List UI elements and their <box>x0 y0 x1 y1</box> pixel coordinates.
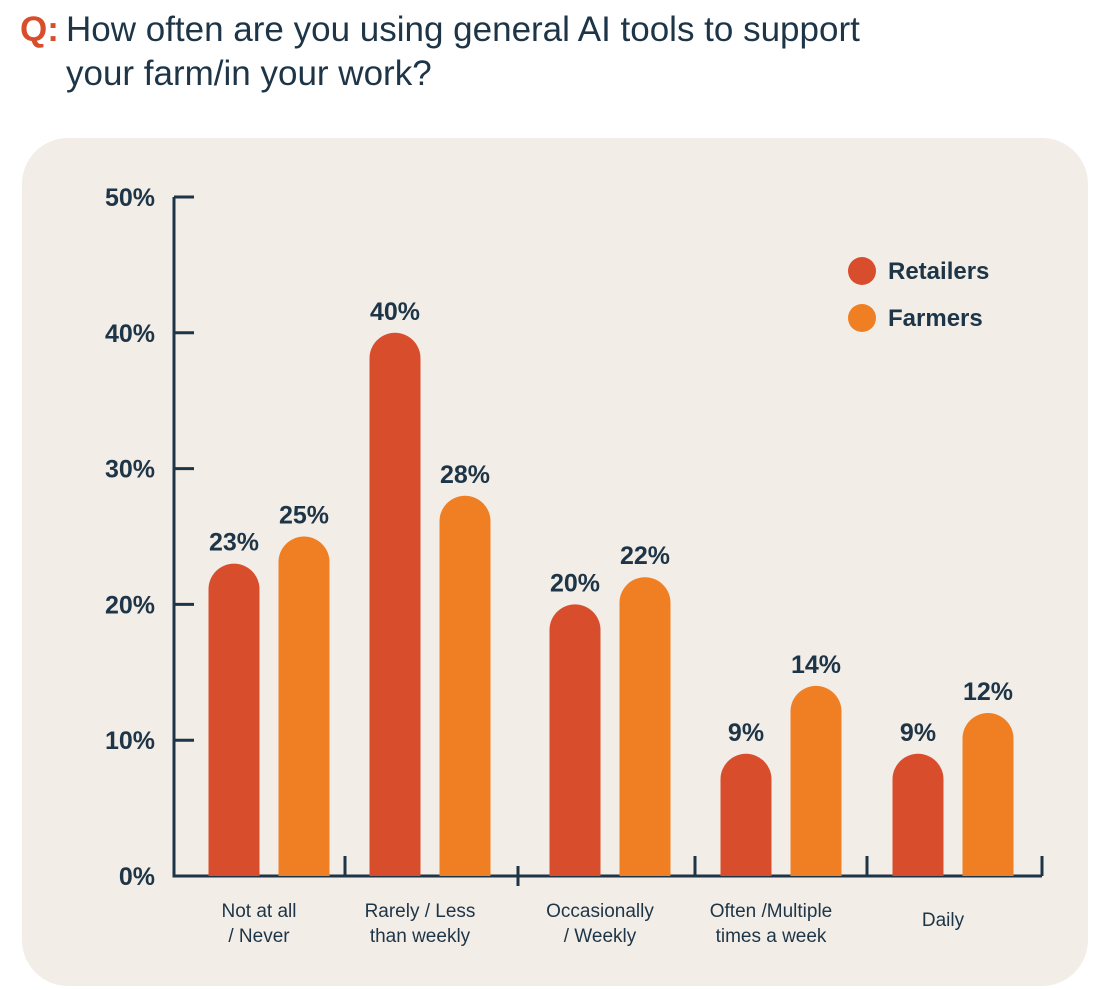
data-label: 20% <box>550 569 600 597</box>
chart-data-labels: 23% 40% 20% 9% 9% 25% 28% 22% 14% 12% <box>209 298 1013 747</box>
y-tick-label: 20% <box>105 591 155 619</box>
chart-legend: Retailers Farmers <box>848 257 989 332</box>
chart-category-labels: Not at all / Never Rarely / Less than weekl… <box>222 901 965 947</box>
data-label: 23% <box>209 529 259 557</box>
question-label: Q: <box>20 10 59 49</box>
data-label: 14% <box>791 651 841 679</box>
category-label: Daily <box>922 910 965 931</box>
data-label: 28% <box>440 461 490 489</box>
legend-label-retailers: Retailers <box>888 258 989 285</box>
category-label: times a week <box>716 926 827 947</box>
y-tick-label: 30% <box>105 456 155 484</box>
category-label: Not at all <box>222 901 297 922</box>
legend-label-farmers: Farmers <box>888 305 983 332</box>
bar-farmers <box>619 577 671 876</box>
bar-retailers <box>549 604 601 876</box>
question-line-2: your farm/in your work? <box>66 54 432 93</box>
data-label: 25% <box>279 502 329 530</box>
category-label: / Weekly <box>564 926 637 947</box>
category-label: than weekly <box>370 926 471 947</box>
legend-dot-retailers <box>848 257 876 285</box>
category-label: Occasionally <box>546 901 654 922</box>
y-tick-label: 50% <box>105 184 155 212</box>
data-label: 12% <box>963 678 1013 706</box>
data-label: 40% <box>370 298 420 326</box>
data-label: 9% <box>900 719 936 747</box>
bar-retailers <box>720 753 772 876</box>
bar-farmers <box>278 536 330 876</box>
category-label: Often /Multiple <box>710 901 833 922</box>
question-text: How often are you using general AI tools… <box>66 8 966 96</box>
bar-farmers <box>439 495 491 876</box>
data-label: 9% <box>728 719 764 747</box>
bar-farmers <box>790 685 842 876</box>
y-tick-label: 10% <box>105 727 155 755</box>
legend-dot-farmers <box>848 304 876 332</box>
bar-retailers <box>892 753 944 876</box>
question-line-1: How often are you using general AI tools… <box>66 10 860 49</box>
data-label: 22% <box>620 542 670 570</box>
category-label: / Never <box>228 926 290 947</box>
bar-retailers <box>208 563 260 876</box>
bar-farmers <box>962 713 1014 876</box>
y-tick-label: 40% <box>105 320 155 348</box>
chart-bars <box>208 332 1014 876</box>
category-label: Rarely / Less <box>365 901 476 922</box>
bar-retailers <box>369 332 421 876</box>
y-tick-label: 0% <box>119 863 155 891</box>
